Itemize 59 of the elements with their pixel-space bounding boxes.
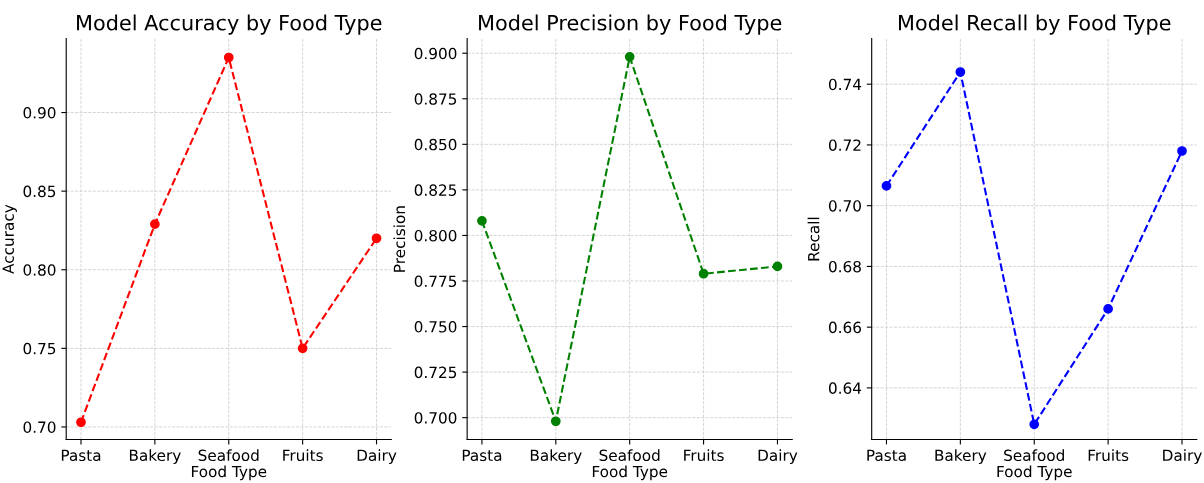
- y-tick-label: 0.750: [414, 321, 457, 333]
- y-tick-label: 0.700: [414, 412, 457, 424]
- y-tick-label: 0.825: [414, 184, 457, 196]
- x-tick-label: Dairy: [758, 449, 798, 465]
- y-tick-label: 0.875: [414, 93, 457, 105]
- y-tick-label: 0.90: [23, 106, 56, 119]
- y-axis-title: Recall: [807, 217, 820, 261]
- y-tick-label: 0.80: [23, 264, 56, 276]
- y-tick-label: 0.850: [414, 138, 457, 151]
- point: [550, 416, 561, 427]
- y-tick-label: 0.800: [414, 229, 457, 242]
- x-axis-title: Food Type: [191, 465, 267, 481]
- x-tick-label: Seafood: [198, 449, 259, 462]
- y-axis-title: Accuracy: [2, 204, 17, 274]
- x-tick-label: Pasta: [867, 449, 906, 462]
- x-tick-label: Dairy: [1163, 449, 1202, 465]
- y-tick-label: 0.725: [414, 366, 457, 379]
- x-tick-label: Fruits: [684, 449, 724, 462]
- x-tick-label: Pasta: [462, 449, 502, 462]
- point: [477, 216, 487, 226]
- point: [1103, 304, 1113, 314]
- x-tick-label: Bakery: [935, 449, 987, 465]
- x-tick-label: Seafood: [599, 449, 660, 462]
- point: [698, 268, 709, 279]
- y-tick-label: 0.68: [828, 260, 861, 273]
- point: [371, 233, 382, 244]
- y-tick-label: 0.72: [828, 139, 861, 151]
- y-axis-title: Precision: [393, 206, 406, 272]
- y-tick-label: 0.900: [414, 47, 457, 60]
- chart-title: Model Accuracy by Food Type: [77, 14, 382, 35]
- y-tick-label: 0.775: [414, 275, 457, 288]
- y-tick-label: 0.70: [828, 200, 861, 212]
- chart-title: Model Precision by Food Type: [479, 14, 782, 35]
- x-axis-title: Food Type: [592, 465, 668, 481]
- point: [150, 219, 160, 230]
- chart-title: Model Recall by Food Type: [899, 14, 1171, 35]
- x-tick-label: Seafood: [1004, 449, 1064, 462]
- point: [76, 417, 86, 428]
- y-tick-label: 0.75: [23, 342, 56, 355]
- y-tick-label: 0.66: [828, 321, 862, 334]
- x-tick-label: Pasta: [61, 449, 101, 462]
- point: [223, 52, 234, 63]
- x-tick-label: Fruits: [283, 449, 323, 462]
- y-tick-label: 0.70: [23, 421, 56, 433]
- point: [772, 261, 783, 272]
- point: [624, 52, 635, 62]
- x-tick-label: Fruits: [1088, 449, 1129, 462]
- point: [297, 343, 308, 354]
- point: [881, 181, 892, 191]
- point: [1029, 419, 1040, 430]
- x-tick-label: Dairy: [357, 449, 397, 465]
- point: [1177, 146, 1187, 156]
- x-tick-label: Bakery: [129, 449, 181, 465]
- x-axis-title: Food Type: [997, 465, 1072, 481]
- y-tick-label: 0.74: [828, 78, 862, 91]
- x-tick-label: Bakery: [530, 449, 582, 465]
- y-tick-label: 0.64: [828, 382, 862, 394]
- y-tick-label: 0.85: [23, 185, 56, 198]
- point: [955, 67, 966, 77]
